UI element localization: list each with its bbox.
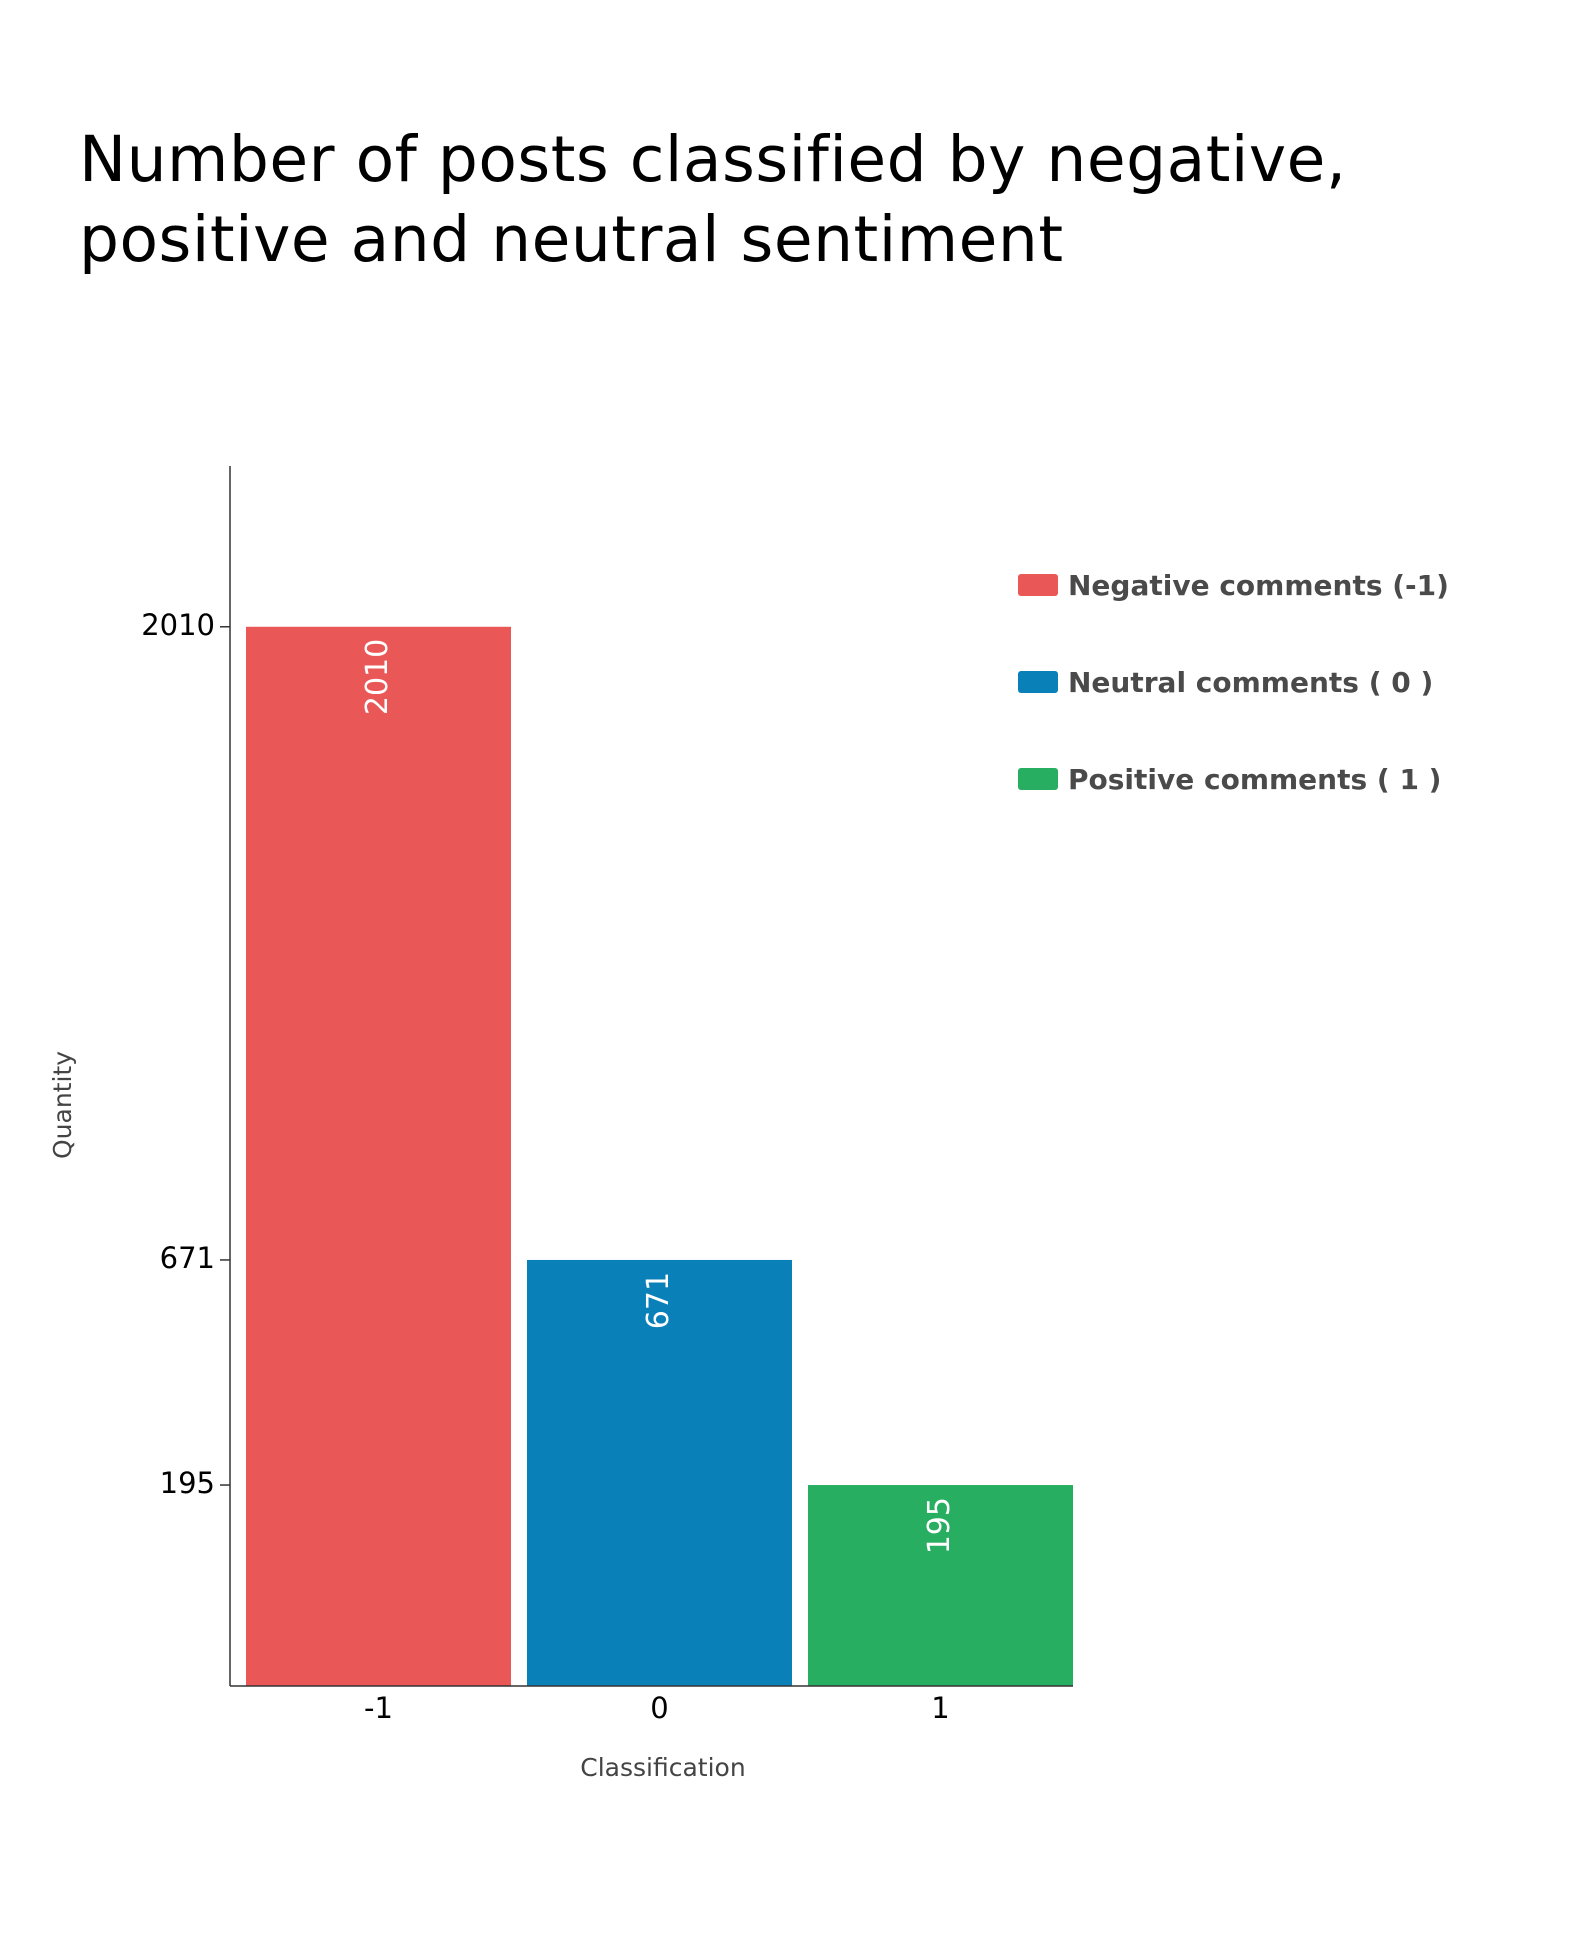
- x-tick-label: -1: [364, 1691, 393, 1725]
- bar--1: [246, 626, 511, 1687]
- y-tick-label: 195: [160, 1466, 215, 1500]
- legend-item: Negative comments (-1): [1018, 563, 1449, 607]
- bar-value-label: 195: [922, 1497, 957, 1554]
- legend: Negative comments (-1) Neutral comments (…: [1018, 563, 1449, 854]
- legend-swatch: [1018, 671, 1058, 693]
- legend-label: Positive comments ( 1 ): [1068, 762, 1442, 796]
- legend-item: Positive comments ( 1 ): [1018, 757, 1449, 801]
- x-tick-label: 1: [931, 1691, 949, 1725]
- y-axis-title: Quantity: [48, 1051, 77, 1159]
- legend-item: Neutral comments ( 0 ): [1018, 660, 1449, 704]
- legend-swatch: [1018, 768, 1058, 790]
- x-tick-label: 0: [650, 1691, 668, 1725]
- bar-value-label: 671: [641, 1272, 676, 1329]
- y-tick-label: 2010: [141, 608, 215, 642]
- y-tick-label: 671: [160, 1241, 215, 1275]
- legend-label: Neutral comments ( 0 ): [1068, 665, 1434, 699]
- bars-layer: 2010 671 195: [246, 626, 1073, 1687]
- legend-label: Negative comments (-1): [1068, 568, 1449, 602]
- bar-1: [808, 1485, 1073, 1686]
- bar-value-label: 2010: [360, 639, 395, 715]
- x-axis-title: Classification: [580, 1753, 745, 1782]
- legend-swatch: [1018, 574, 1058, 596]
- chart-title: Number of posts classified by negative, …: [79, 123, 1347, 276]
- ticks-layer: -1 0 1 195 671 2010: [141, 608, 950, 1725]
- bar-0: [527, 1259, 792, 1686]
